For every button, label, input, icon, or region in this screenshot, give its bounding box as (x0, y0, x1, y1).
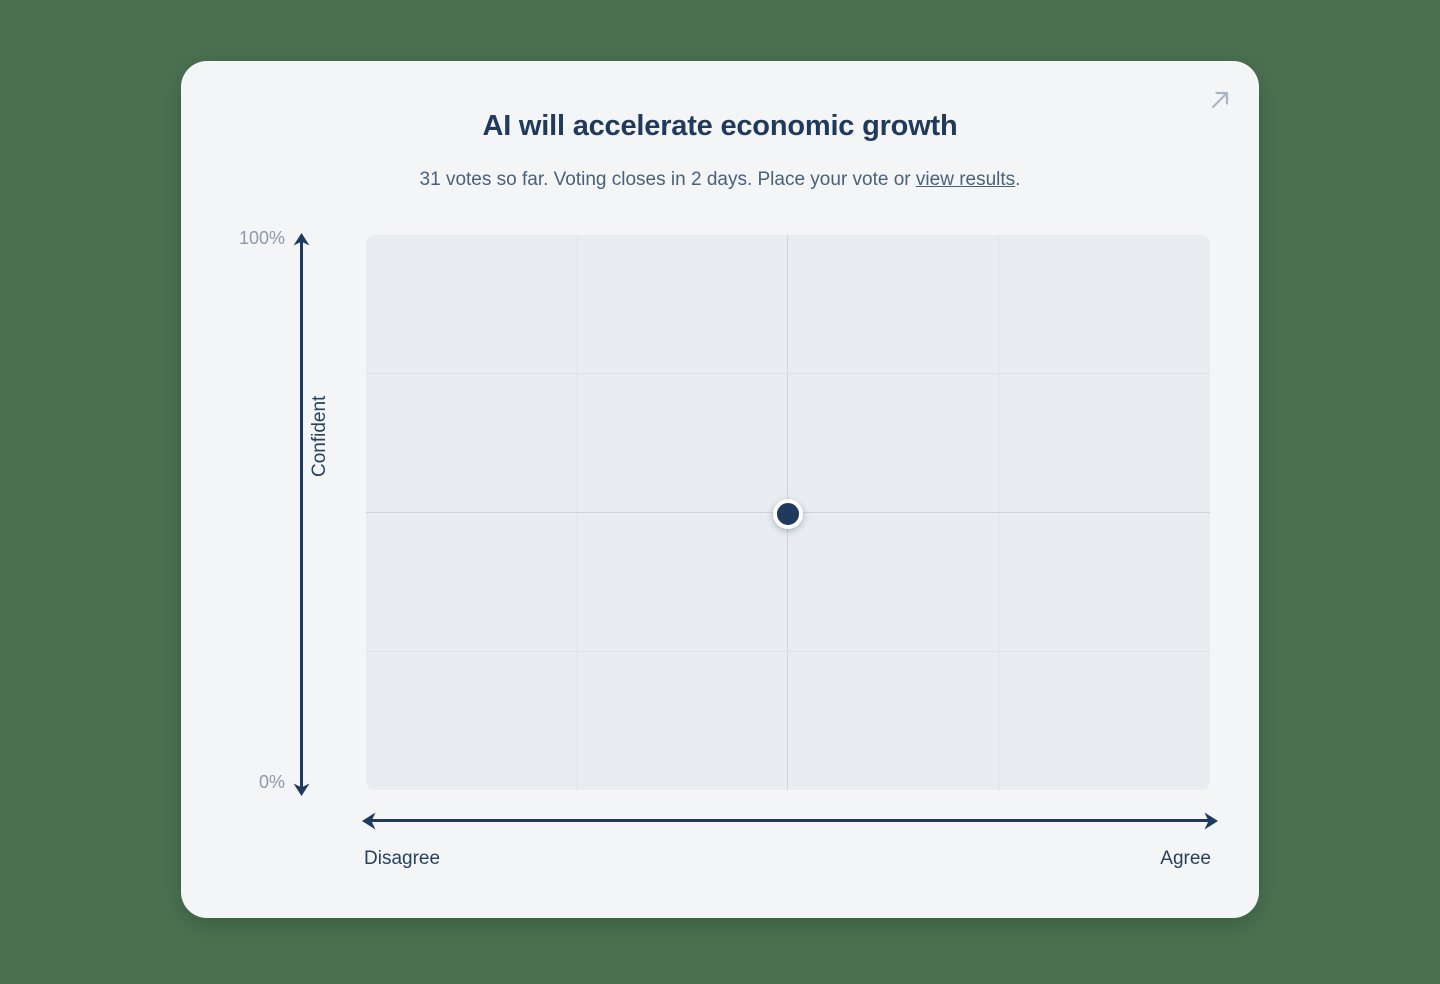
gridline-horizontal-25 (366, 651, 1210, 652)
poll-subtitle: 31 votes so far. Voting closes in 2 days… (181, 169, 1259, 191)
x-axis-line (366, 819, 1212, 822)
gridline-horizontal-75 (366, 373, 1210, 374)
y-axis-line (300, 235, 303, 790)
y-axis-title: Confident (309, 395, 330, 477)
poll-chart: 100% 0% Confident (181, 61, 1259, 918)
poll-subtitle-suffix: . (1015, 169, 1021, 190)
y-axis-top-label: 100% (238, 228, 285, 248)
y-axis-arrow-down-icon (293, 783, 310, 796)
page-title: AI will accelerate economic growth (482, 110, 958, 142)
arrow-up-right-icon[interactable] (1203, 83, 1237, 117)
x-axis-left-label: Disagree (364, 848, 441, 869)
poll-card: AI will accelerate economic growth 31 vo… (181, 61, 1259, 918)
x-axis-arrow-right-icon (1204, 812, 1218, 830)
poll-subtitle-prefix: 31 votes so far. Voting closes in 2 days… (419, 169, 916, 190)
x-axis-right-label: Agree (1160, 848, 1211, 869)
y-axis-bottom-label: 0% (258, 772, 285, 792)
vote-marker-dot[interactable] (773, 499, 803, 529)
view-results-link[interactable]: view results (915, 169, 1016, 190)
plot-area[interactable] (366, 235, 1210, 790)
